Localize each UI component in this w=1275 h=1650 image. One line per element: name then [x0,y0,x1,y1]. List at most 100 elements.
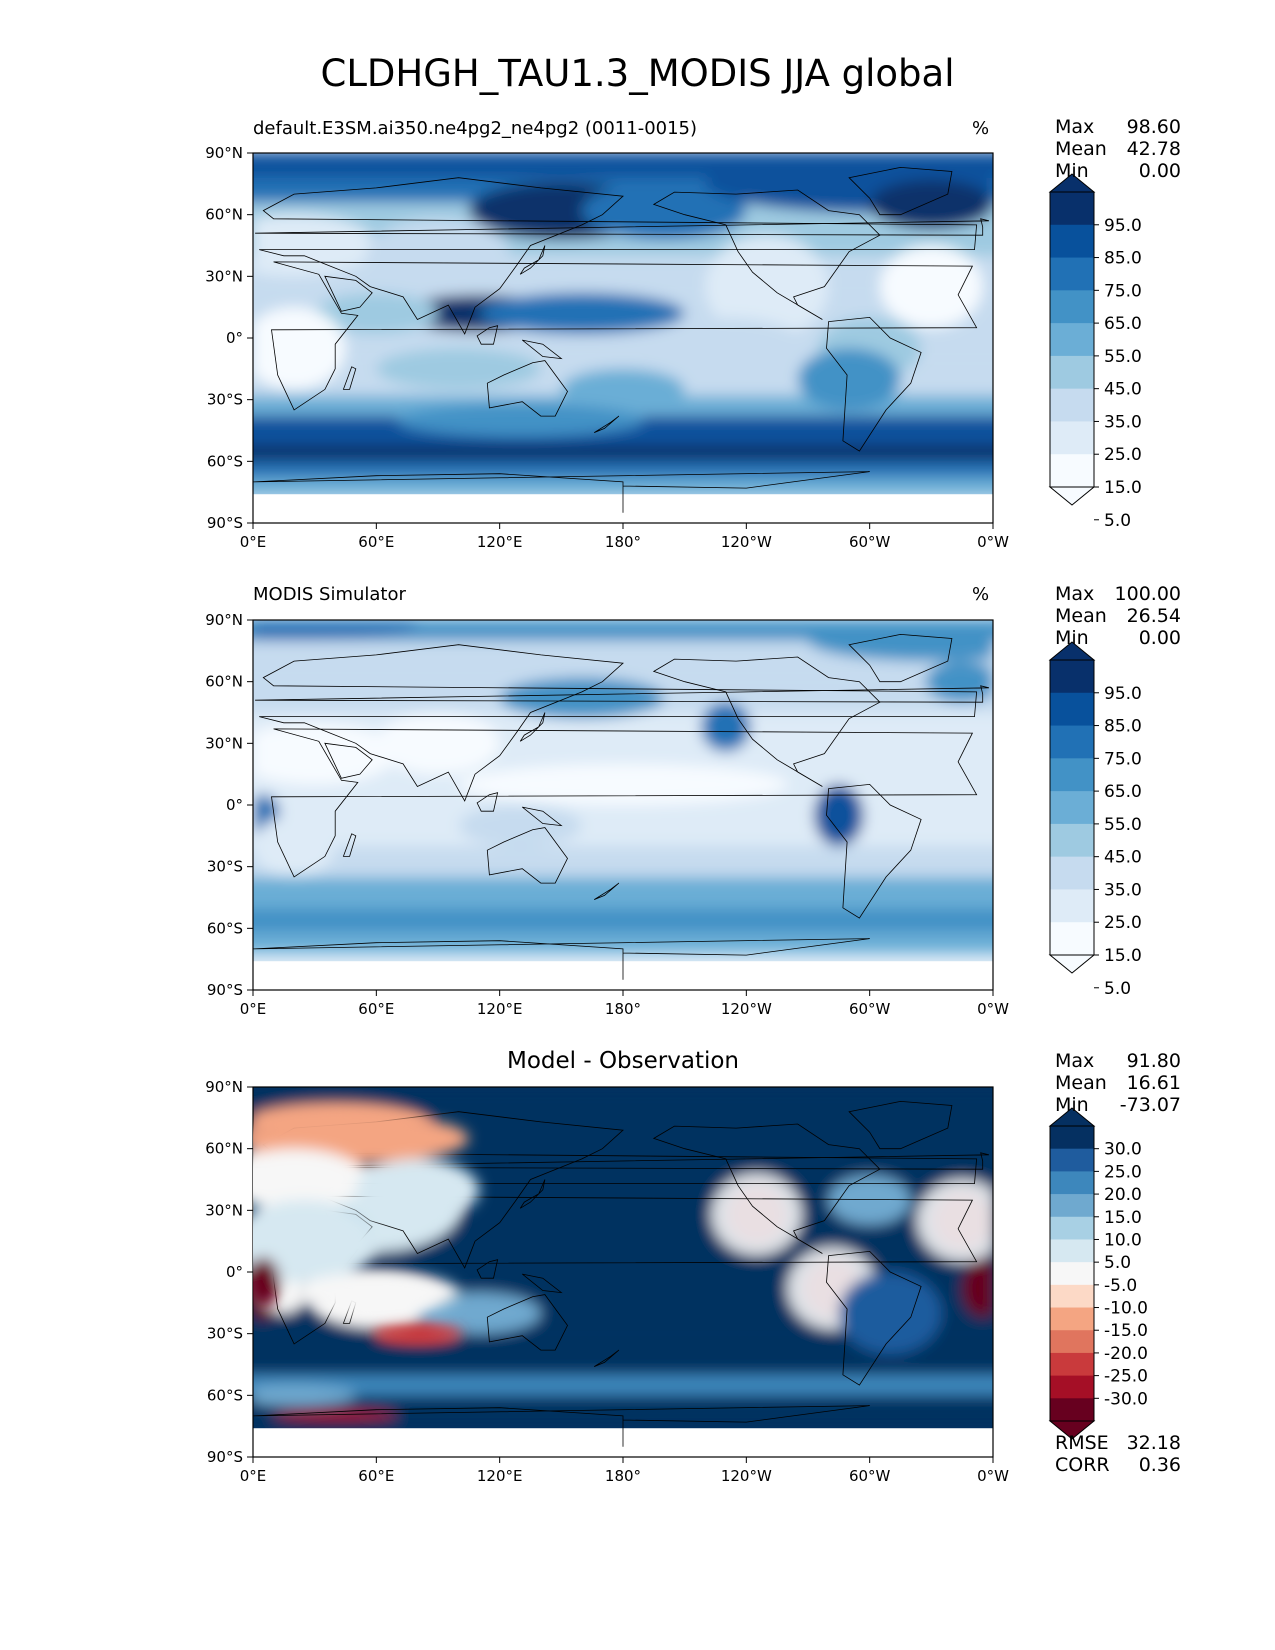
x-tick-label: 0°W [977,533,1009,551]
x-tick-label: 120°W [721,533,772,551]
stat-min: Min 0.00 [1055,160,1181,182]
x-tick-label: 180° [605,533,641,551]
colorbar-label: 25.0 [1104,913,1142,933]
x-tick-label: 60°E [358,533,394,551]
colorbar-segment [1050,922,1094,956]
colorbar-label: 75.0 [1104,749,1142,769]
panel-model: default.E3SM.ai350.ne4pg2_ne4pg2 (0011-0… [0,0,1275,551]
colorbar-segment [1050,1262,1094,1286]
colorbar-segment [1050,660,1094,694]
y-tick-label: 60°N [205,1140,243,1158]
colorbar-segment [1050,725,1094,759]
colorbar-segment [1050,454,1094,488]
colorbar-label: 95.0 [1104,684,1142,704]
colorbar-label: 10.0 [1104,1230,1142,1250]
y-tick-label: 0° [226,796,243,814]
stats-block: Max 100.00 Mean 26.54 Min 0.00 [1055,583,1181,649]
colorbar-label: 65.0 [1104,782,1142,802]
y-tick-label: 30°S [207,858,243,876]
colorbar-segment [1050,355,1094,390]
colorbar-label: 20.0 [1104,1185,1142,1205]
y-tick-label: 60°S [207,452,243,470]
colorbar-label: 15.0 [1104,1208,1142,1228]
colorbar-label: 65.0 [1104,314,1142,334]
x-tick-label: 120°W [721,1467,772,1485]
colorbar-segment [1050,1375,1094,1399]
panel-observation: MODIS Simulator % 90°N 60°N 30°N 0° 30°S 60°S… [0,0,1275,1018]
colorbar-label: 75.0 [1104,281,1142,301]
stat-max: Max 100.00 [1055,583,1181,605]
x-tick-label: 120°E [477,1000,523,1018]
figure-title: CLDHGH_TAU1.3_MODIS JJA global [320,52,955,95]
colorbar-segment [1050,224,1094,259]
colorbar-label: 30.0 [1104,1140,1142,1160]
x-tick-label: 60°W [849,533,891,551]
x-tick-label: 0°E [240,533,267,551]
colorbar-segment [1050,421,1094,455]
y-tick-label: 30°S [207,1325,243,1343]
stat-mean: Mean 42.78 [1055,138,1181,160]
error-stats-block: RMSE 32.18 CORR 0.36 [1055,1432,1181,1476]
colorbar-segment [1050,1284,1094,1309]
colorbar-label: 55.0 [1104,347,1142,367]
colorbar-segment [1050,388,1094,422]
colorbar-segment [1050,257,1094,291]
x-tick-label: 120°E [477,1467,523,1485]
colorbar-label: -5.0 [1104,1276,1137,1296]
y-tick-label: 90°N [205,1078,243,1096]
x-tick-label: 180° [605,1467,641,1485]
colorbar-label: 35.0 [1104,880,1142,900]
stat-min: Min -73.07 [1055,1094,1181,1116]
colorbar-label: -10.0 [1104,1299,1148,1319]
y-tick-label: 0° [226,1263,243,1281]
stats-block: Max 98.60 Mean 42.78 Min 0.00 [1055,116,1181,182]
colorbar-label: -30.0 [1104,1389,1148,1409]
colorbar-segment [1050,692,1094,727]
y-tick-label: 90°S [207,1448,243,1466]
stat-max: Max 98.60 [1055,116,1181,138]
colorbar-segment [1050,1307,1094,1331]
x-tick-label: 60°W [849,1000,891,1018]
colorbar-segment [1050,1126,1094,1150]
x-tick-label: 120°W [721,1000,772,1018]
colorbar-segment [1050,1398,1094,1422]
y-tick-label: 0° [226,329,243,347]
x-tick-label: 0°E [240,1467,267,1485]
map-plot: 90°N 60°N 30°N 0° 30°S 60°S 90°S0°E 60°E 120°E 18… [205,1078,1148,1485]
colorbar-segment [1050,823,1094,858]
colorbar: 95.0 85.0 75.0 65.0 55.0 45.0 35.0 25.0 15.0 5.0 [1048,641,1142,999]
y-tick-label: 30°N [205,267,243,285]
x-tick-label: 0°E [240,1000,267,1018]
panel-difference: Model - Observation 90°N 60°N 30°N 0° 30°S 60… [0,0,1275,1485]
y-tick-label: 60°N [205,673,243,691]
x-tick-label: 180° [605,1000,641,1018]
colorbar-segment [1050,192,1094,226]
colorbar-segment [1050,1352,1094,1377]
x-tick-label: 60°W [849,1467,891,1485]
colorbar-label: 25.0 [1104,445,1142,465]
x-tick-label: 60°E [358,1000,394,1018]
x-tick-label: 0°W [977,1467,1009,1485]
panel-units: % [972,118,990,139]
stat-mean: Mean 16.61 [1055,1072,1181,1094]
y-tick-label: 30°N [205,734,243,752]
y-tick-label: 90°N [205,144,243,162]
colorbar-segment [1050,889,1094,923]
colorbar-label: 5.0 [1104,1253,1131,1273]
stat-max: Max 91.80 [1055,1050,1181,1072]
colorbar-label: 25.0 [1104,1162,1142,1182]
colorbar-segment [1050,290,1094,324]
colorbar-segment [1050,1171,1094,1195]
colorbar-label: 85.0 [1104,717,1142,737]
y-tick-label: 60°S [207,919,243,937]
coastlines [253,166,993,513]
coastlines [253,633,993,980]
colorbar-label: 35.0 [1104,412,1142,432]
colorbar-segment [1050,1330,1094,1354]
colorbar-label: -20.0 [1104,1344,1148,1364]
colorbar-label: 85.0 [1104,249,1142,269]
colorbar-label: 45.0 [1104,848,1142,868]
panel-center-title: Model - Observation [506,1048,740,1074]
x-tick-label: 120°E [477,533,523,551]
colorbar-label: 45.0 [1104,380,1142,400]
